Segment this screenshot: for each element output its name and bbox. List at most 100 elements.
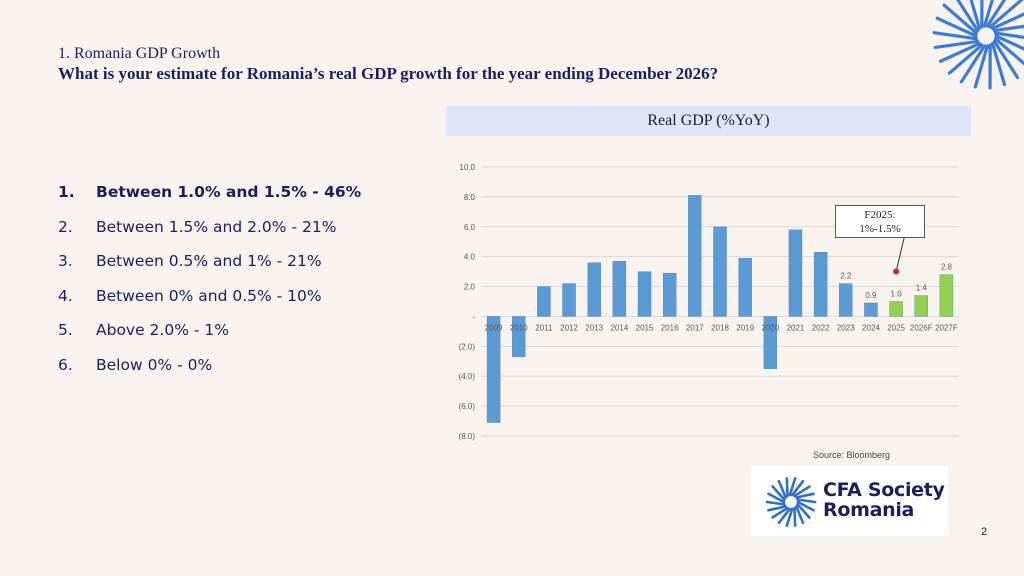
- burst-stroke: [771, 485, 786, 501]
- bar-2025: [889, 301, 903, 317]
- burst-stroke: [765, 500, 786, 506]
- corner-starburst-icon: [932, 0, 1024, 90]
- option-number: 2.: [58, 217, 73, 236]
- burst-stroke: [785, 477, 789, 498]
- x-tick-label: 2010: [510, 323, 528, 332]
- data-label: 0.9: [865, 291, 877, 300]
- option-4: 4. Between 0% and 0.5% - 10%: [58, 287, 361, 322]
- gdp-bar-chart: 10.0 8.0 6.0 4.0 2.0 - (2.0) (4.0) (6.0) (8.0) 200…: [459, 163, 959, 441]
- x-tick-label: 2025: [887, 323, 905, 332]
- burst-stroke: [793, 506, 797, 527]
- option-number: 3.: [58, 252, 73, 271]
- burst-stroke: [969, 0, 982, 31]
- y-tick-label: 4.0: [464, 253, 476, 262]
- burst-stroke: [993, 37, 1024, 66]
- burst-stroke: [795, 492, 815, 499]
- callout-line-1: F2025:: [864, 209, 896, 221]
- y-tick-label: 10.0: [459, 163, 475, 172]
- x-tick-label: 2027F: [935, 323, 958, 332]
- data-label: 2.2: [840, 272, 852, 281]
- bar-2012: [562, 283, 576, 317]
- burst-stroke: [777, 479, 787, 499]
- bar-2020: [763, 316, 778, 369]
- option-number: 1.: [58, 183, 75, 201]
- data-label: 1.0: [891, 290, 903, 299]
- x-tick-label: 2021: [787, 323, 805, 332]
- bar-2024: [864, 302, 878, 317]
- burst-stroke: [767, 505, 787, 512]
- option-3: 3. Between 0.5% and 1% - 21%: [58, 252, 361, 287]
- chart-title: Real GDP (%YoY): [446, 106, 971, 136]
- bar-2013: [587, 262, 601, 317]
- x-tick-label: 2013: [585, 323, 603, 332]
- x-tick-label: 2020: [761, 323, 779, 332]
- x-tick-label: 2014: [610, 323, 628, 332]
- burst-stroke: [982, 0, 994, 28]
- question-title: What is your estimate for Romania’s real…: [58, 64, 719, 83]
- burst-stroke: [985, 0, 1007, 28]
- burst-stroke: [973, 44, 990, 89]
- burst-stroke: [993, 31, 1024, 39]
- burst-stroke: [994, 34, 1024, 51]
- burst-stroke: [767, 492, 786, 504]
- burst-stroke: [795, 505, 805, 525]
- burst-stroke: [793, 485, 811, 498]
- burst-stroke: [796, 503, 811, 519]
- burst-stroke: [935, 16, 978, 38]
- logo-text: CFA Society Romania: [823, 480, 945, 520]
- burst-stroke: [796, 500, 815, 512]
- option-6: 6. Below 0% - 0%: [58, 356, 361, 391]
- y-tick-label: 6.0: [464, 223, 476, 232]
- bar-2015: [637, 271, 652, 317]
- option-2: 2. Between 1.5% and 2.0% - 21%: [58, 218, 361, 253]
- slide-title: 1. Romania GDP Growth What is your estim…: [58, 45, 718, 84]
- option-5: 5. Above 2.0% - 1%: [58, 321, 361, 356]
- y-tick-label: (2.0): [459, 342, 476, 351]
- burst-stroke: [796, 498, 817, 504]
- x-tick-label: 2019: [736, 323, 754, 332]
- bar-2009: [486, 316, 501, 423]
- bar-2017: [688, 195, 702, 317]
- bar-2018: [713, 226, 727, 317]
- page-number: 2: [981, 526, 988, 538]
- bar-2010: [512, 316, 526, 357]
- x-tick-label: 2026F: [910, 323, 933, 332]
- x-tick-label: 2016: [661, 323, 679, 332]
- bar-2026F: [914, 295, 928, 317]
- logo-line-1: CFA Society: [823, 479, 945, 501]
- bar-2016: [662, 272, 677, 317]
- burst-stroke: [990, 41, 1007, 87]
- x-tick-label: 2009: [485, 323, 503, 332]
- y-tick-label: (6.0): [459, 402, 476, 411]
- answer-options: 1. Between 1.0% and 1.5% - 46% 2. Between …: [58, 183, 361, 391]
- option-number: 5.: [58, 321, 73, 340]
- forecast-callout: F2025: 1%-1.5%: [835, 205, 925, 238]
- burst-stroke: [933, 39, 980, 50]
- callout-leader-line: [895, 237, 905, 272]
- burst-stroke: [790, 479, 805, 497]
- option-text: Between 1.5% and 2.0% - 21%: [96, 217, 337, 236]
- burst-stroke: [942, 3, 979, 35]
- bar-2021: [788, 229, 803, 317]
- option-text: Between 0% and 0.5% - 10%: [96, 286, 322, 305]
- cfa-logo: CFA Society Romania: [751, 466, 948, 536]
- y-tick-label: (4.0): [459, 372, 476, 381]
- burst-stroke: [988, 0, 1024, 29]
- burst-stroke: [785, 507, 794, 527]
- x-tick-label: 2011: [535, 323, 553, 332]
- data-label: 2.8: [941, 263, 953, 272]
- burst-stroke: [788, 477, 797, 497]
- cfa-starburst-icon: [765, 477, 817, 527]
- y-tick-label: 2.0: [464, 283, 476, 292]
- option-text: Above 2.0% - 1%: [96, 321, 229, 340]
- y-tick-label: -: [472, 312, 475, 321]
- burst-stroke: [959, 44, 987, 84]
- logo-line-2: Romania: [823, 499, 915, 521]
- option-text: Between 0.5% and 1% - 21%: [96, 252, 322, 271]
- x-tick-label: 2024: [862, 323, 880, 332]
- section-title: 1. Romania GDP Growth: [58, 45, 221, 62]
- burst-stroke: [990, 12, 1024, 31]
- burst-stroke: [992, 24, 1024, 33]
- burst-stroke: [932, 31, 979, 41]
- burst-stroke: [947, 43, 984, 75]
